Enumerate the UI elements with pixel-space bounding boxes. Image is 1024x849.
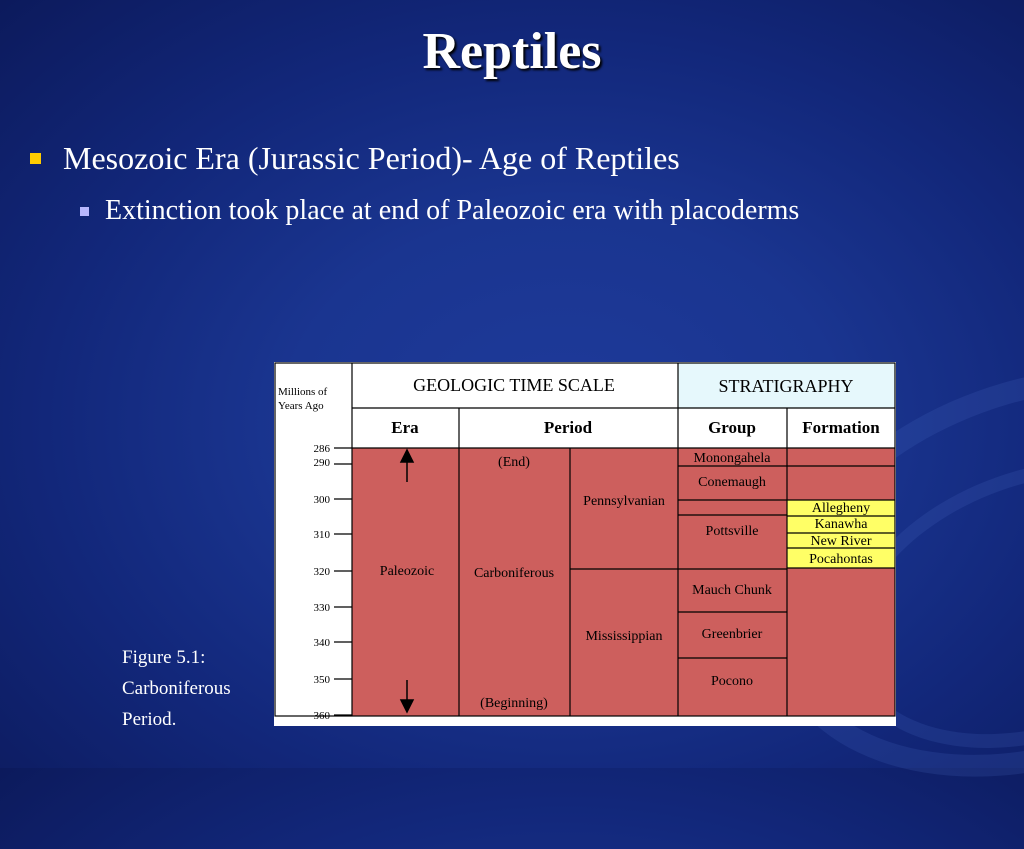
header-geologic-time-scale: GEOLOGIC TIME SCALE — [413, 375, 615, 395]
group-label: Greenbrier — [702, 627, 763, 642]
bullet-text: Mesozoic Era (Jurassic Period)- Age of R… — [63, 140, 680, 176]
group-label: Mauch Chunk — [692, 583, 772, 598]
tick-labels: 286 290 300 310 320 330 340 350 360 — [314, 443, 331, 722]
period-end-label: (End) — [498, 455, 530, 470]
formation-label: New River — [810, 534, 871, 549]
formation-labels: Allegheny Kanawha New River Pocahontas — [809, 501, 873, 567]
subperiod-label: Pennsylvanian — [583, 494, 665, 509]
column-header-era: Era — [391, 418, 419, 437]
axis-label-line2: Years Ago — [278, 400, 324, 412]
axis-label-line1: Millions of — [278, 386, 328, 398]
group-labels: Monongahela Conemaugh Pottsville Mauch C… — [692, 451, 772, 689]
square-bullet-icon — [30, 153, 41, 164]
slide-title: Reptiles — [422, 23, 602, 80]
tick-label: 310 — [314, 529, 331, 541]
formation-cell — [787, 500, 895, 516]
caption-line: Figure 5.1: — [122, 647, 206, 668]
bullet-level-1: Mesozoic Era (Jurassic Period)- Age of R… — [30, 140, 680, 177]
formation-cell — [787, 516, 895, 533]
tick-label: 350 — [314, 674, 331, 686]
tick-label: 320 — [314, 566, 331, 578]
column-header-formation: Formation — [802, 418, 880, 437]
caption-line: Carboniferous — [122, 678, 231, 699]
tick-label: 330 — [314, 602, 331, 614]
tick-label: 300 — [314, 494, 331, 506]
tick-label: 290 — [314, 457, 331, 469]
stratigraphy-header-bg — [678, 363, 895, 408]
period-label: Carboniferous — [474, 566, 554, 581]
bullet-text: Extinction took place at end of Paleozoi… — [105, 195, 800, 226]
era-arrows — [399, 448, 415, 714]
figure-svg: Millions of Years Ago GEOLOGIC TIME SCAL… — [274, 362, 896, 722]
formation-label: Pocahontas — [809, 552, 873, 567]
group-label: Conemaugh — [698, 475, 766, 490]
bullet-level-2: Extinction took place at end of Paleozoi… — [80, 195, 799, 227]
tick-label: 360 — [314, 710, 331, 722]
period-beginning-label: (Beginning) — [480, 696, 548, 711]
formation-cell — [787, 548, 895, 568]
subperiod-label: Mississippian — [585, 629, 662, 644]
group-label: Pocono — [711, 674, 753, 689]
formation-cell — [787, 533, 895, 548]
group-label: Monongahela — [694, 451, 772, 466]
table-grid — [274, 362, 896, 717]
era-label: Paleozoic — [380, 564, 434, 579]
arrow-down-icon — [399, 699, 415, 714]
header-stratigraphy: STRATIGRAPHY — [718, 376, 853, 396]
timescale-body — [352, 448, 895, 716]
axis-ticks — [334, 447, 352, 716]
square-bullet-icon — [80, 206, 89, 216]
group-label: Pottsville — [706, 524, 759, 539]
caption-line: Period. — [122, 709, 177, 730]
figure-caption: Figure 5.1: Carboniferous Period. — [122, 642, 272, 735]
formation-label: Allegheny — [812, 501, 870, 516]
arrow-up-icon — [399, 448, 415, 463]
tick-label: 340 — [314, 637, 331, 649]
column-header-period: Period — [544, 418, 593, 437]
formation-label: Kanawha — [815, 517, 869, 532]
geologic-time-scale-figure: Millions of Years Ago GEOLOGIC TIME SCAL… — [274, 362, 896, 726]
tick-label: 286 — [314, 443, 331, 455]
formation-highlights — [787, 500, 895, 568]
column-header-group: Group — [708, 418, 756, 437]
